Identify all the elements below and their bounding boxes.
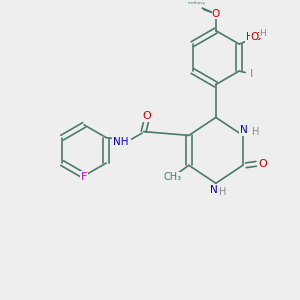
Text: I: I (250, 69, 254, 79)
Text: HO: HO (246, 32, 262, 42)
Text: methoxy: methoxy (187, 1, 206, 5)
Text: F: F (81, 172, 87, 182)
Text: CH₃: CH₃ (164, 172, 181, 182)
Text: N: N (240, 125, 248, 135)
Text: O: O (259, 159, 267, 169)
Text: H: H (252, 128, 259, 137)
Text: O: O (142, 111, 151, 121)
Text: H: H (259, 28, 266, 38)
Text: O: O (212, 9, 220, 19)
Text: N: N (211, 185, 218, 195)
Text: H: H (219, 187, 226, 197)
Text: NH: NH (113, 137, 129, 147)
Text: O: O (250, 32, 258, 42)
